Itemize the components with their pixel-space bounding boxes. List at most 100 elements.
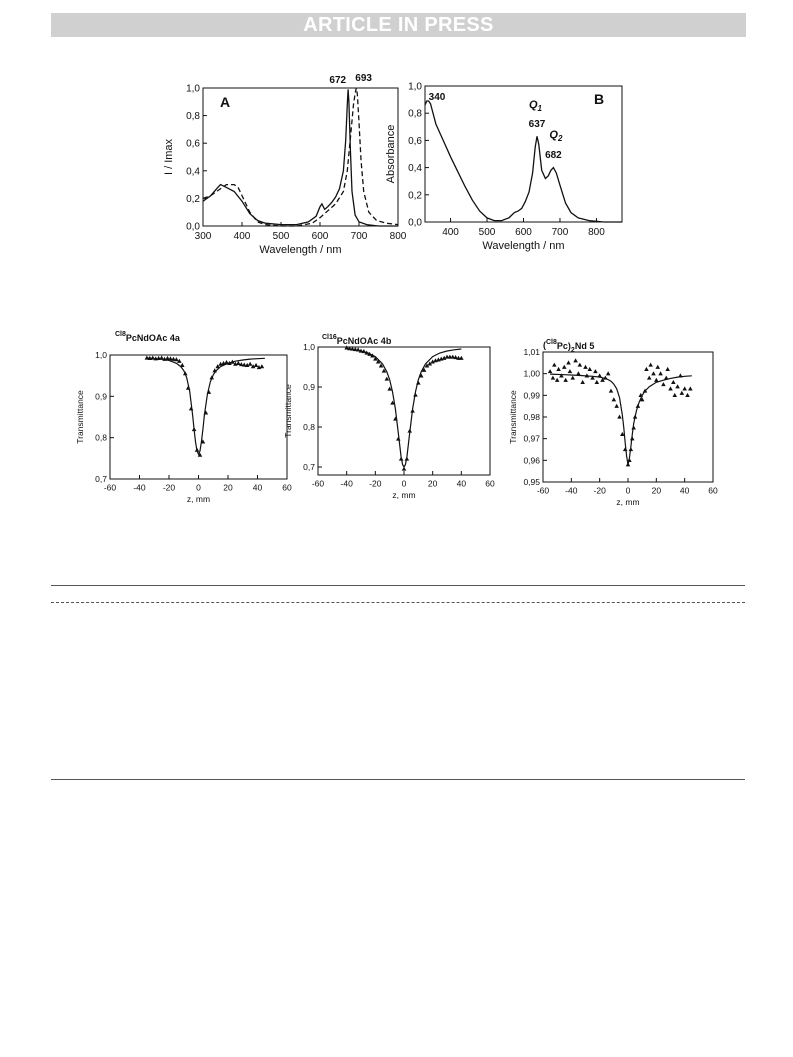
data-point (200, 439, 206, 444)
data-point (632, 414, 638, 419)
data-point (352, 347, 358, 352)
data-point (421, 367, 427, 372)
y-tick-label: 0,4 (186, 166, 200, 177)
peak-label: 340 (429, 92, 446, 103)
data-point (593, 369, 598, 374)
data-point (209, 375, 215, 380)
peak-label: 637 (529, 119, 546, 130)
data-point (347, 346, 352, 351)
x-tick-label: -40 (565, 486, 578, 496)
x-tick-label: 0 (626, 486, 631, 496)
x-tick-label: 300 (195, 231, 212, 242)
data-point (654, 377, 659, 382)
data-point (244, 362, 250, 368)
data-point (238, 362, 244, 367)
y-tick-label: 0,0 (186, 222, 200, 233)
chart-title: Cl16PcNdOAc 4b (322, 334, 392, 346)
data-point (430, 359, 435, 364)
data-point (177, 358, 182, 363)
x-tick-label: 400 (234, 231, 251, 242)
panel-label: B (594, 91, 604, 107)
x-tick-label: 60 (485, 479, 495, 489)
data-point (603, 375, 608, 380)
data-point (444, 354, 450, 359)
data-point (563, 377, 568, 382)
data-point (159, 355, 164, 360)
x-tick-label: 600 (515, 227, 532, 238)
x-tick-label: -20 (163, 483, 176, 493)
x-tick-label: 40 (680, 486, 690, 496)
data-point (600, 377, 605, 382)
x-tick-label: 600 (312, 231, 329, 242)
data-point (401, 466, 407, 471)
data-point (594, 379, 600, 385)
data-point (168, 356, 173, 361)
data-point (587, 366, 593, 372)
data-point (398, 456, 404, 461)
data-point (622, 447, 628, 452)
y-tick-label: 0,9 (303, 382, 315, 392)
y-axis-label: Transmittance (508, 390, 518, 444)
data-point (627, 457, 632, 463)
x-tick-label: 400 (442, 227, 459, 238)
peak-label: 682 (545, 150, 562, 161)
data-point (679, 390, 685, 395)
x-tick-label: -40 (133, 483, 146, 493)
data-point (554, 377, 560, 382)
table-top-rule (51, 585, 745, 586)
fit-curve (346, 348, 462, 469)
band-label-q1: Q1 (529, 99, 543, 113)
data-point (584, 373, 590, 378)
data-point (381, 368, 387, 373)
fit-curve (146, 357, 265, 456)
data-point (185, 385, 191, 390)
data-point (358, 348, 364, 353)
peak-label: 672 (329, 75, 346, 86)
data-point (639, 397, 645, 402)
data-point (407, 428, 413, 433)
y-tick-label: 0,2 (186, 194, 200, 205)
data-point (644, 366, 649, 372)
x-tick-label: 700 (552, 227, 569, 238)
data-point (384, 376, 390, 381)
x-tick-label: 500 (273, 231, 290, 242)
y-tick-label: 0,98 (523, 412, 540, 422)
chart-absorbance-spectrum-b: 400 500 600 700 8000,00,20,40,60,81,0Wavelen… (385, 82, 623, 252)
data-point (174, 357, 179, 362)
y-tick-label: 0,99 (523, 390, 540, 400)
data-point (350, 346, 355, 351)
data-point (203, 410, 209, 415)
chart-zscan-4a: -60 -40 -20 0 20 40 60 0,7 0,8 0,9 1,0 z, mm Transmi… (75, 331, 292, 504)
data-point (675, 384, 680, 389)
x-tick-label: 0 (402, 479, 407, 489)
y-tick-label: 1,0 (95, 350, 107, 360)
data-point (450, 354, 456, 359)
data-point (635, 403, 641, 408)
data-point (605, 371, 611, 376)
y-tick-label: 1,0 (408, 82, 422, 93)
x-tick-label: -60 (104, 483, 117, 493)
data-point (410, 408, 415, 413)
data-point (424, 363, 430, 368)
data-point (387, 386, 392, 391)
chart-title: (Cl8Pc)2Nd 5 (543, 339, 594, 354)
data-point (404, 456, 410, 461)
y-tick-label: 1,0 (303, 342, 315, 352)
data-point (247, 361, 253, 366)
data-point (215, 364, 220, 369)
y-tick-label: 0,0 (408, 218, 422, 229)
plot-frame (424, 85, 623, 223)
data-point (642, 388, 648, 393)
data-point (224, 360, 229, 365)
data-point (547, 369, 553, 374)
data-point (144, 355, 150, 360)
data-point (646, 375, 652, 380)
x-tick-label: 800 (588, 227, 605, 238)
data-point (583, 364, 588, 369)
x-tick-label: 20 (652, 486, 662, 496)
y-axis-label: Transmittance (75, 390, 85, 444)
data-point (638, 392, 644, 398)
data-point (364, 350, 370, 355)
data-point (150, 355, 156, 360)
data-point (227, 360, 232, 365)
